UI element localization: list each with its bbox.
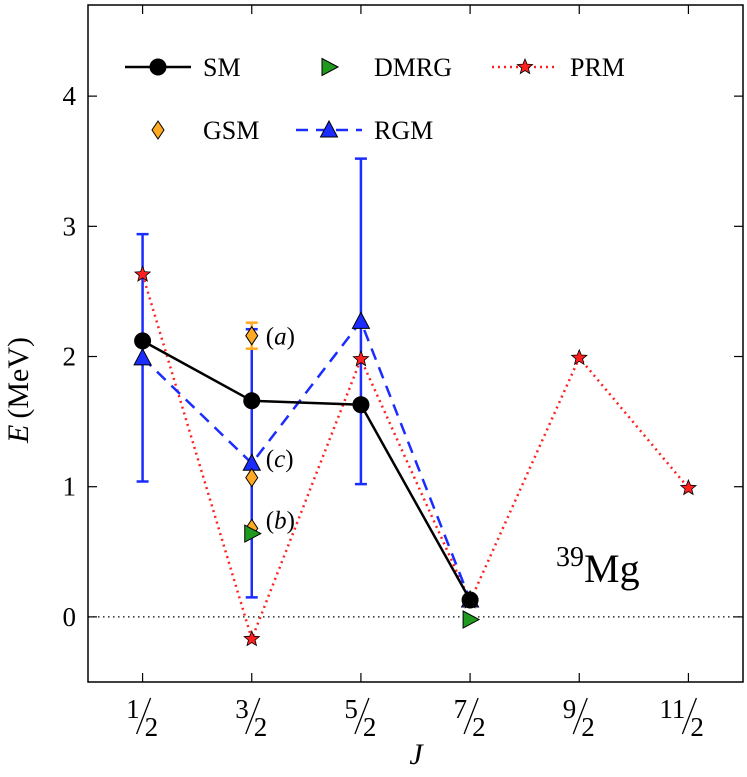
x-tick-denominator: 2 [363,712,377,742]
dmrg-point [462,610,481,629]
prm-point [570,348,588,366]
nucleus-mass-number: 39 [556,542,584,573]
x-tick-fraction-bar [135,697,152,735]
x-tick-numerator: 7 [454,694,468,724]
y-axis-label: E (MeV) [2,337,35,444]
y-tick-label: 4 [63,81,77,111]
x-tick-numerator: 3 [235,694,249,724]
series-markers [133,265,698,647]
point-annotation: (c) [266,446,294,473]
x-tick-denominator: 2 [472,712,486,742]
legend-marker [321,57,340,77]
sm-line [141,339,472,601]
legend: SM DMRG PRM GSM RGM [125,53,625,145]
legend-entry-gsm: GSM [151,116,259,145]
x-tick-label: 52 [344,694,376,742]
sm-point [243,392,261,410]
point-annotation: (a) [266,324,295,351]
x-tick-fraction-bar [245,697,261,735]
x-tick-denominator: 2 [690,712,704,742]
x-tick-numerator: 5 [344,694,358,724]
x-tick-fraction-bar [354,697,370,735]
y-tick-label: 0 [63,602,77,632]
legend-marker [151,120,165,140]
series-layer [133,157,698,647]
prm-point [352,350,370,367]
sm-point [134,332,152,350]
x-tick-fraction-bar [572,697,588,735]
prm-point [133,265,152,282]
y-tick-label: 1 [63,472,77,502]
nucleus-label: 39Mg [556,542,640,591]
y-tick-label: 2 [63,342,77,372]
legend-marker [149,58,167,76]
legend-entry-rgm: RGM [296,116,433,145]
legend-label: GSM [203,116,259,145]
series-lines [141,274,690,643]
rgm-point [351,311,371,329]
legend-label: RGM [374,116,433,145]
x-tick-denominator: 2 [254,712,268,742]
x-axis-label: J [409,738,424,771]
y-tick-label: 3 [63,211,77,241]
x-tick-denominator: 2 [581,712,595,742]
legend-marker [319,119,339,138]
x-tick-label: 32 [235,694,267,742]
legend-marker [516,57,534,75]
nucleus-element: Mg [584,546,640,591]
x-tick-numerator: 11 [659,694,685,724]
legend-entry-sm: SM [125,53,241,82]
rgm-point [133,347,152,366]
legend-label: SM [203,53,241,82]
y-axis-label-unit: (MeV) [2,337,35,419]
x-tick-label: 92 [563,694,595,742]
x-tick-label: 112 [659,694,704,742]
prm-point [243,629,261,647]
point-annotation: (b) [266,507,295,534]
x-tick-fraction-bar [681,697,698,735]
x-tick-fraction-bar [463,697,479,735]
dmrg-point [244,524,262,543]
x-tick-numerator: 9 [563,694,577,724]
plot-frame [87,4,744,683]
x-tick-label: 12 [126,694,158,742]
rgm-line [141,318,472,601]
annotation-layer: (a) (c) (b) [266,324,295,535]
x-tick-numerator: 1 [126,694,140,724]
sm-point [352,396,370,414]
legend-label: PRM [570,53,625,82]
x-tick-denominator: 2 [145,712,159,742]
gsm-point [245,325,259,346]
y-axis-label-var: E [2,425,35,444]
legend-label: DMRG [374,53,452,82]
sm-point [461,591,479,609]
prm-point [679,478,698,496]
legend-entry-prm: PRM [492,53,625,82]
gsm-point [245,467,259,488]
x-tick-label: 72 [454,694,486,742]
legend-entry-dmrg: DMRG [321,53,452,82]
